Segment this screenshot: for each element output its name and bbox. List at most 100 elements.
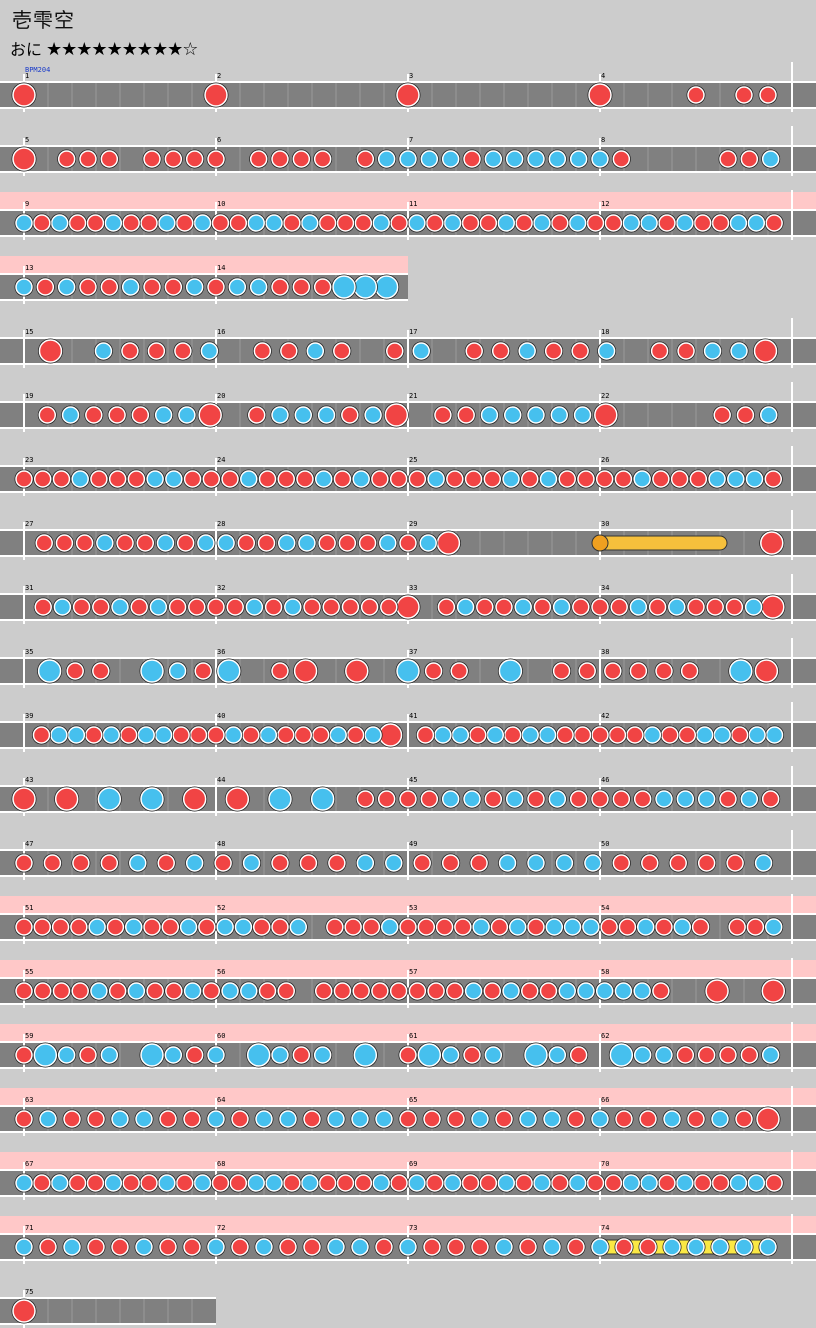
ka-note bbox=[676, 214, 694, 232]
don-note bbox=[100, 854, 119, 872]
ka-big-note bbox=[268, 787, 292, 811]
don-note bbox=[713, 406, 731, 424]
don-note bbox=[371, 982, 389, 1000]
measure-number: 68 bbox=[217, 1160, 225, 1168]
don-note bbox=[399, 790, 417, 808]
don-note bbox=[211, 1174, 230, 1192]
don-note bbox=[604, 1174, 623, 1192]
measure-number: 75 bbox=[25, 1288, 33, 1296]
measure-number: 2 bbox=[217, 72, 221, 80]
ka-note bbox=[673, 918, 692, 936]
song-title: 壱雫空 bbox=[12, 8, 75, 32]
don-note bbox=[72, 854, 90, 872]
don-note bbox=[231, 1110, 249, 1128]
ka-note bbox=[168, 662, 187, 680]
don-big-note bbox=[12, 83, 36, 107]
don-note bbox=[764, 470, 783, 488]
don-note bbox=[318, 534, 336, 552]
ka-note bbox=[271, 406, 289, 424]
ka-note bbox=[193, 214, 212, 232]
don-note bbox=[165, 982, 183, 1000]
don-note bbox=[629, 662, 648, 680]
don-big-note bbox=[384, 403, 409, 427]
don-note bbox=[352, 982, 370, 1000]
don-note bbox=[328, 854, 346, 872]
ka-note bbox=[372, 214, 390, 232]
ka-note bbox=[687, 1238, 705, 1256]
don-note bbox=[336, 214, 355, 232]
don-big-note bbox=[754, 659, 779, 683]
ka-note bbox=[745, 470, 764, 488]
measure-number: 47 bbox=[25, 840, 33, 848]
ka-note bbox=[548, 150, 567, 168]
don-note bbox=[127, 470, 146, 488]
ka-note bbox=[503, 406, 522, 424]
measure-number: 72 bbox=[217, 1224, 225, 1232]
don-note bbox=[211, 214, 230, 232]
measure-number: 63 bbox=[25, 1096, 33, 1104]
ka-note bbox=[676, 790, 695, 808]
ka-note bbox=[279, 1110, 297, 1128]
don-note bbox=[399, 1046, 417, 1064]
don-note bbox=[146, 982, 164, 1000]
don-note bbox=[706, 598, 724, 616]
don-note bbox=[207, 726, 225, 744]
measure-number: 43 bbox=[25, 776, 33, 784]
don-note bbox=[608, 726, 627, 744]
don-note bbox=[194, 662, 212, 680]
ka-big-note bbox=[396, 659, 420, 683]
don-note bbox=[341, 406, 359, 424]
measure-number: 23 bbox=[25, 456, 33, 464]
don-note bbox=[231, 1238, 249, 1256]
don-note bbox=[726, 854, 744, 872]
ka-big-note bbox=[217, 659, 241, 683]
don-note bbox=[226, 598, 244, 616]
don-note bbox=[75, 534, 94, 552]
ka-note bbox=[735, 1238, 753, 1256]
ka-note bbox=[57, 278, 76, 296]
don-note bbox=[446, 470, 464, 488]
don-note bbox=[51, 918, 70, 936]
don-note bbox=[552, 662, 571, 680]
don-note bbox=[318, 214, 337, 232]
don-note bbox=[399, 1110, 417, 1128]
measure-number: 62 bbox=[601, 1032, 609, 1040]
star-rating: ★★★★★★★★★☆ bbox=[46, 39, 198, 60]
don-note bbox=[32, 726, 51, 744]
ka-note bbox=[591, 1238, 609, 1256]
don-note bbox=[390, 214, 408, 232]
don-note bbox=[252, 918, 271, 936]
ka-note bbox=[111, 1110, 129, 1128]
measure-number: 44 bbox=[217, 776, 225, 784]
don-note bbox=[676, 1046, 695, 1064]
don-note bbox=[294, 726, 313, 744]
ka-note bbox=[372, 1174, 390, 1192]
ka-note bbox=[178, 406, 196, 424]
don-note bbox=[283, 1174, 301, 1192]
measure-number: 5 bbox=[25, 136, 29, 144]
ka-note bbox=[727, 470, 745, 488]
don-note bbox=[413, 854, 431, 872]
don-note bbox=[121, 342, 139, 360]
ka-note bbox=[216, 918, 234, 936]
ka-note bbox=[50, 1174, 69, 1192]
don-note bbox=[463, 1046, 481, 1064]
don-note bbox=[100, 278, 119, 296]
ka-note bbox=[385, 854, 403, 872]
ka-note bbox=[497, 1174, 515, 1192]
don-note bbox=[258, 982, 277, 1000]
ka-note bbox=[582, 918, 600, 936]
ka-big-note bbox=[353, 275, 378, 299]
don-note bbox=[344, 918, 362, 936]
don-note bbox=[253, 342, 272, 360]
don-note bbox=[356, 150, 375, 168]
don-note bbox=[569, 1046, 588, 1064]
gogo-band bbox=[0, 1024, 816, 1041]
don-note bbox=[311, 726, 330, 744]
don-note bbox=[57, 150, 76, 168]
ka-note bbox=[399, 1238, 417, 1256]
measure-number: 59 bbox=[25, 1032, 33, 1040]
ka-note bbox=[100, 1046, 119, 1064]
ka-note bbox=[676, 1174, 694, 1192]
